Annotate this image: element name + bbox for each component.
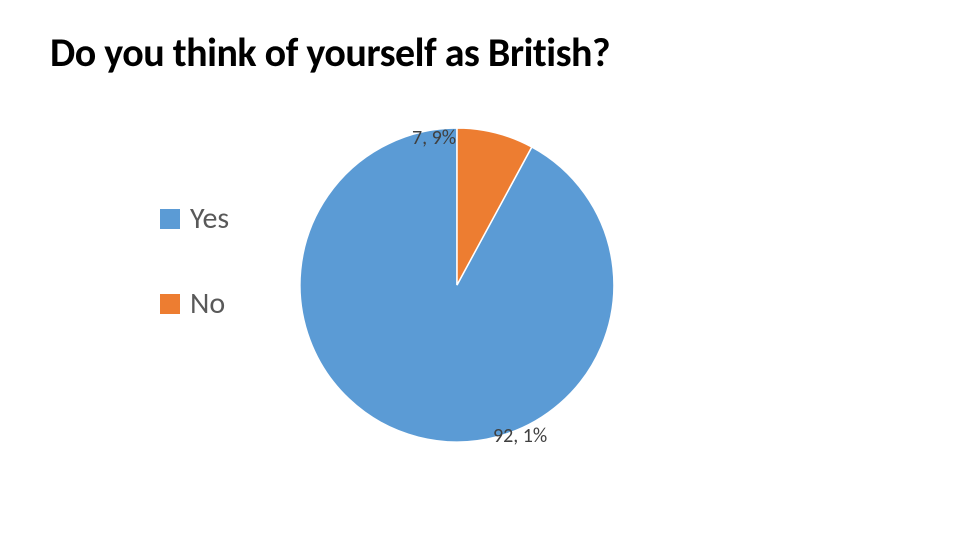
legend-item-yes: Yes (160, 200, 229, 237)
pie-chart: 7, 9% 92, 1% Yes No (0, 0, 960, 540)
legend-swatch-no (160, 294, 180, 314)
legend-swatch-yes (160, 209, 180, 229)
data-label-yes: 92, 1% (493, 424, 547, 448)
data-label-no: 7, 9% (412, 126, 456, 150)
legend: Yes No (160, 200, 229, 370)
legend-label-no: No (190, 285, 225, 322)
legend-label-yes: Yes (190, 200, 229, 237)
legend-item-no: No (160, 285, 229, 322)
slide: Do you think of yourself as British? 7, … (0, 0, 960, 540)
pie-svg (300, 128, 614, 442)
